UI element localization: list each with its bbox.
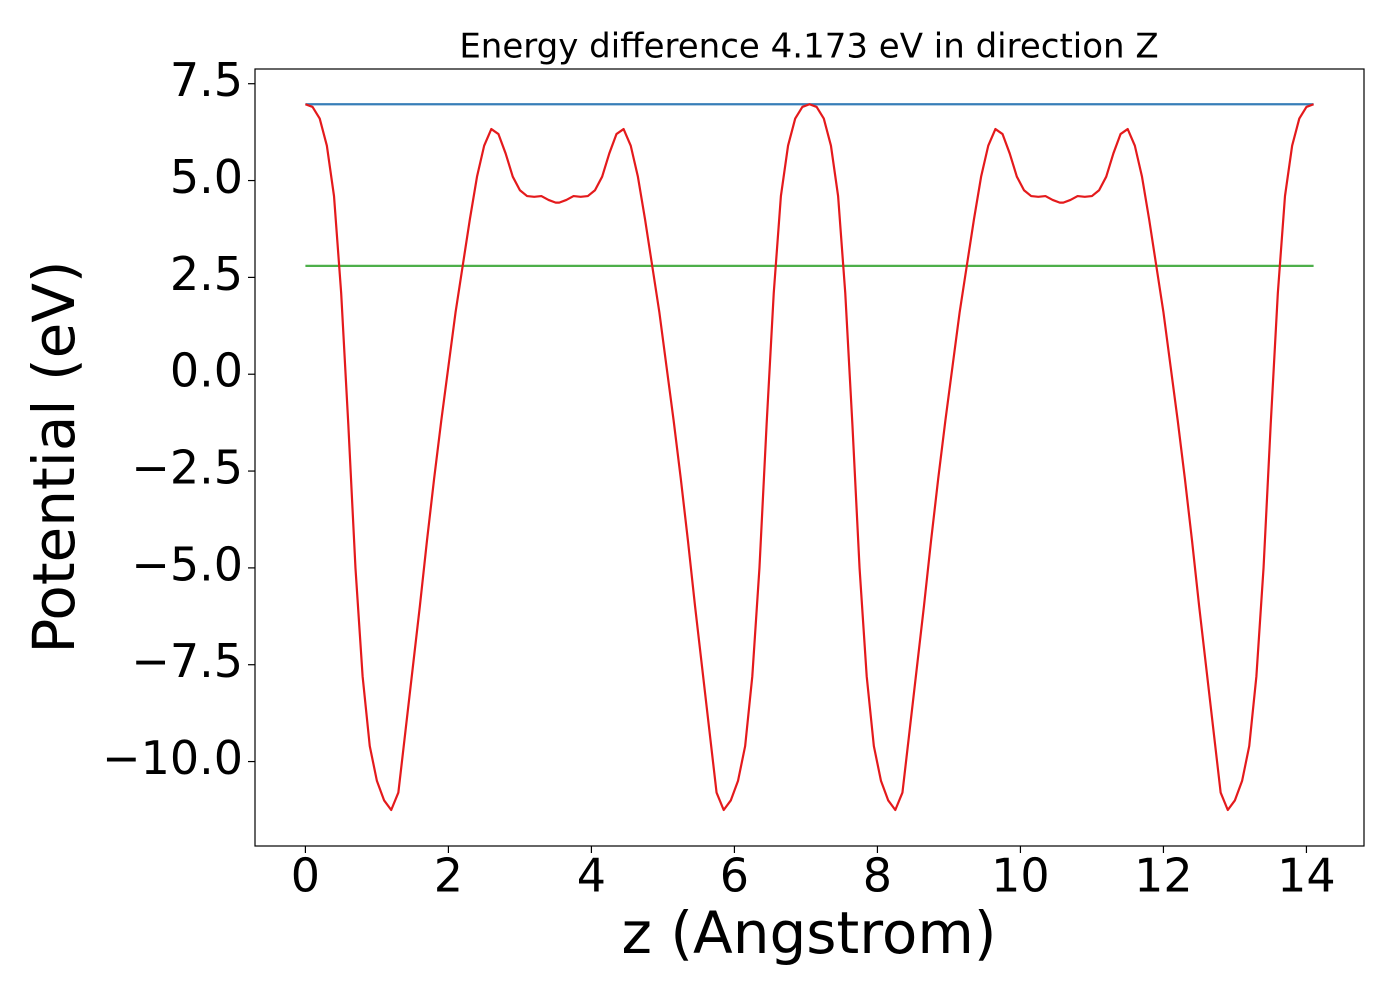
y-tick-label: −5.0 [131, 537, 243, 591]
plot-frame [254, 68, 1365, 847]
x-tick-label: 10 [991, 849, 1050, 903]
x-axis-label: z (Angstrom) [622, 899, 997, 967]
y-tick-label: −7.5 [131, 634, 243, 688]
x-tick-label: 0 [291, 849, 320, 903]
y-tick-label: −2.5 [131, 441, 243, 495]
x-tick-label: 6 [720, 849, 749, 903]
x-tick-label: 2 [434, 849, 463, 903]
y-tick-label: 2.5 [170, 247, 243, 301]
x-tick-label: 12 [1134, 849, 1193, 903]
line-series [305, 103, 1314, 812]
y-tick-label: −10.0 [102, 731, 243, 785]
x-tick-label: 4 [577, 849, 606, 903]
y-axis-label: Potential (eV) [20, 260, 88, 653]
y-tick-label: 0.0 [170, 344, 243, 398]
y-tick-label: 5.0 [170, 150, 243, 204]
y-tick-label: 7.5 [170, 53, 243, 107]
x-tick-label: 14 [1277, 849, 1336, 903]
chart-title: Energy difference 4.173 eV in direction … [459, 27, 1158, 67]
x-tick-label: 8 [863, 849, 892, 903]
